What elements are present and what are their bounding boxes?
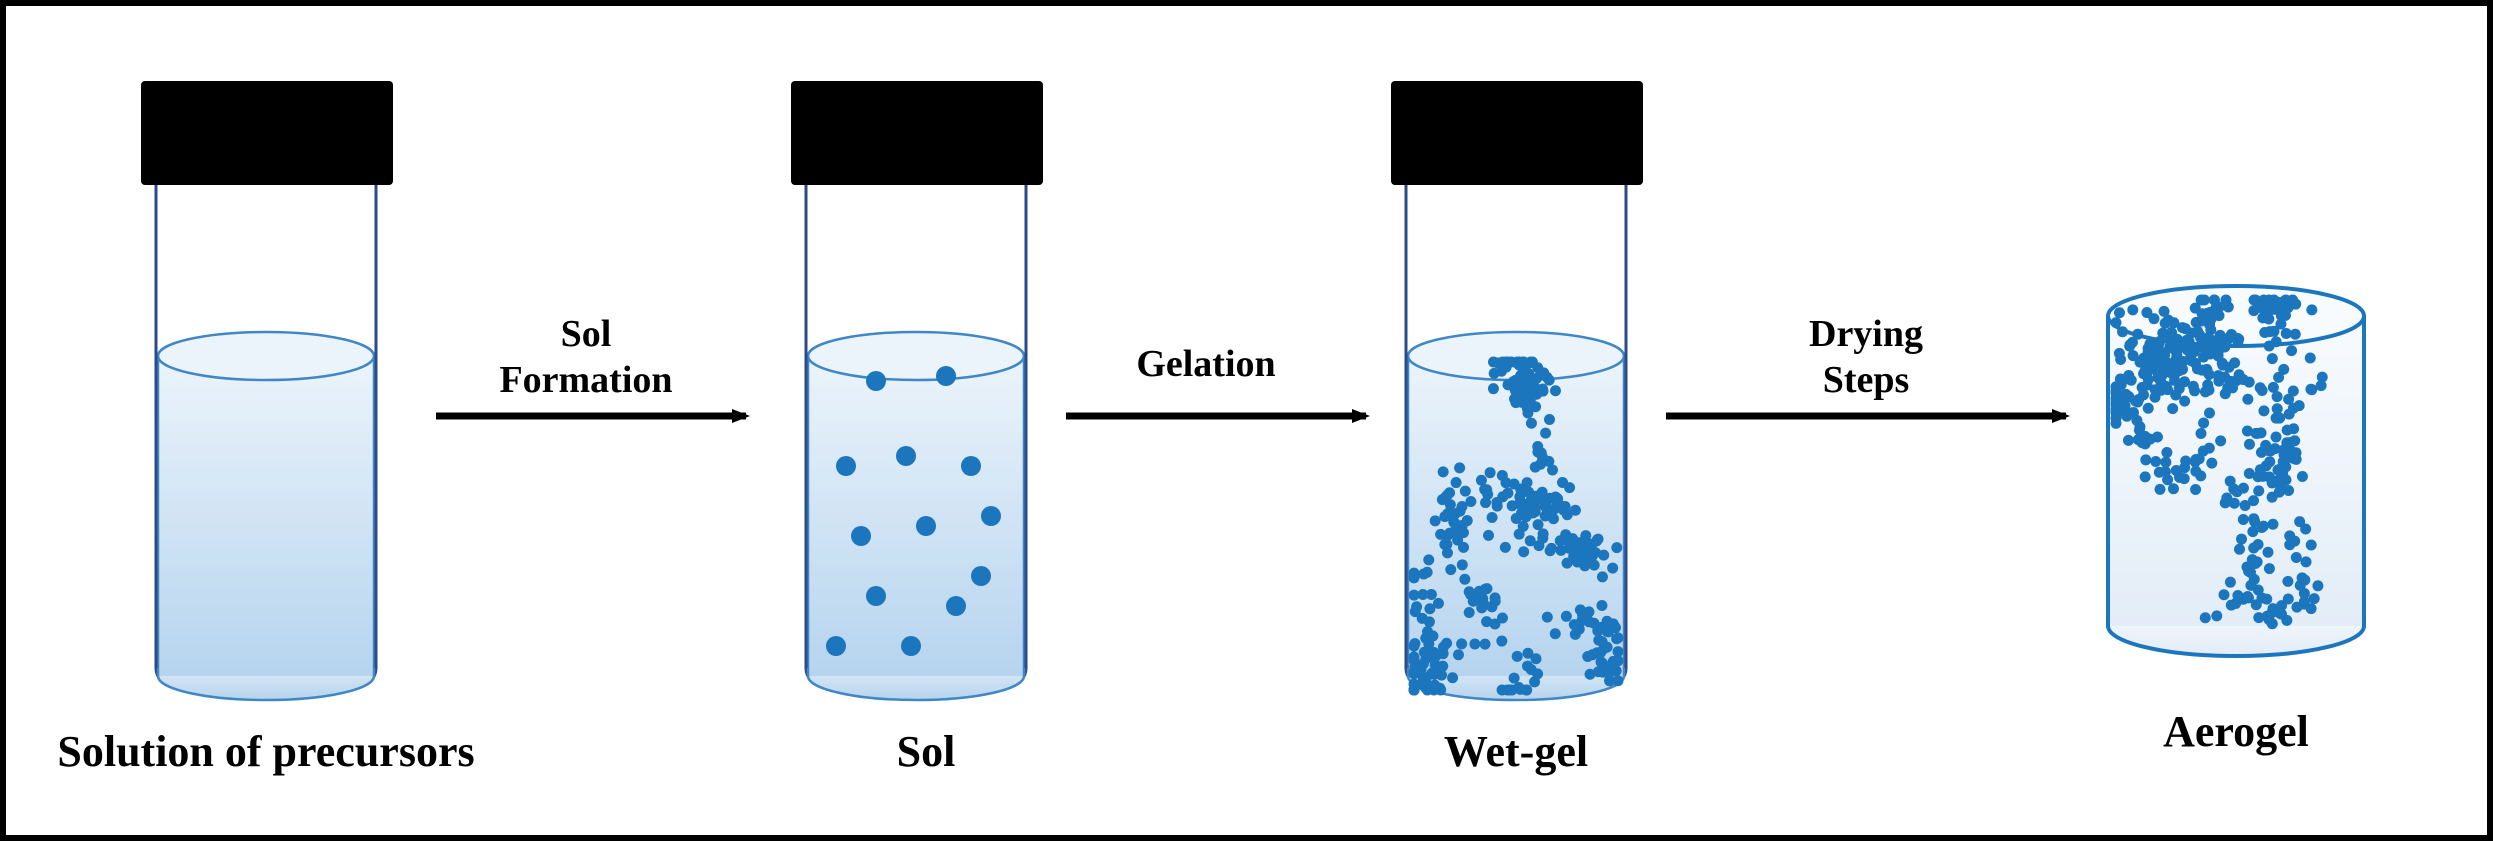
arrows: SolFormation Gelation DryingSteps — [436, 313, 2066, 416]
label-aerogel: Aerogel — [2163, 707, 2309, 756]
vial-sol — [791, 81, 1043, 700]
vial-precursors — [141, 81, 393, 700]
diagram-svg: SolFormationGelationDryingSteps Solution… — [6, 6, 2487, 835]
diagram-frame: SolFormationGelationDryingSteps Solution… — [0, 0, 2493, 841]
aerogel-cylinder — [2108, 286, 2364, 656]
svg-text:Formation: Formation — [499, 359, 672, 401]
svg-text:Drying: Drying — [1809, 313, 1923, 355]
svg-text:Steps: Steps — [1823, 359, 1910, 401]
svg-text:Sol: Sol — [561, 313, 612, 355]
label-wetgel: Wet-gel — [1444, 727, 1588, 776]
vial-wetgel — [1391, 81, 1643, 700]
label-precursors: Solution of precursors — [57, 727, 474, 776]
svg-text:Gelation: Gelation — [1136, 343, 1275, 385]
label-sol: Sol — [897, 727, 956, 776]
